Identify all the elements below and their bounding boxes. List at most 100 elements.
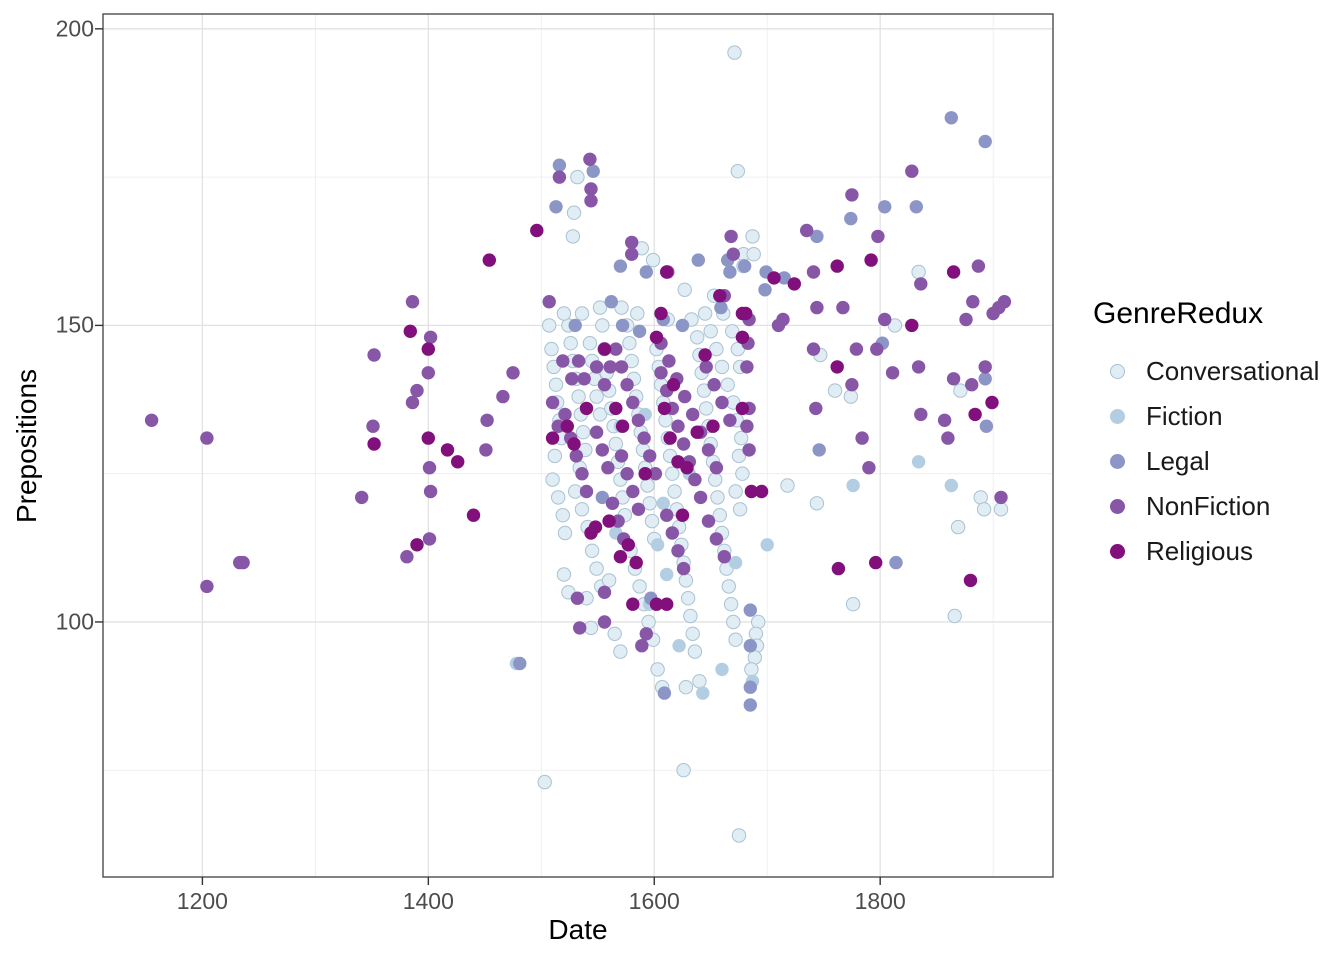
data-point-religious xyxy=(451,455,465,469)
data-point-conversational xyxy=(565,229,581,244)
data-point-conversational xyxy=(725,324,740,339)
data-point-nonfiction xyxy=(569,449,583,463)
data-point-nonfiction xyxy=(577,372,591,386)
data-point-religious xyxy=(713,289,727,303)
data-point-conversational xyxy=(703,324,718,339)
data-point-conversational xyxy=(887,318,903,333)
data-point-conversational xyxy=(642,496,657,511)
data-point-nonfiction xyxy=(573,621,587,635)
data-point-religious xyxy=(410,538,424,552)
data-point-nonfiction xyxy=(905,164,919,178)
data-point-nonfiction xyxy=(479,443,493,457)
data-point-religious xyxy=(666,378,681,392)
data-point-nonfiction xyxy=(914,407,928,422)
data-point-nonfiction xyxy=(589,360,604,374)
y-axis-title: Prepositions xyxy=(11,368,42,524)
y-tick-label: 200 xyxy=(55,15,94,42)
legend-title: GenreRedux xyxy=(1093,297,1264,330)
data-point-conversational xyxy=(542,318,557,333)
data-point-conversational xyxy=(953,383,968,398)
data-point-nonfiction xyxy=(800,223,814,238)
data-point-religious xyxy=(680,461,694,475)
legend-item-label: Conversational xyxy=(1146,356,1320,386)
data-point-nonfiction xyxy=(836,300,850,315)
data-point-conversational xyxy=(677,282,692,297)
data-point-nonfiction xyxy=(200,579,214,594)
data-point-conversational xyxy=(622,336,637,351)
data-point-nonfiction xyxy=(643,449,657,463)
legend: GenreRedux Conversational Fiction Legal Non… xyxy=(1093,297,1338,574)
data-point-conversational xyxy=(680,591,696,606)
data-point-nonfiction xyxy=(688,472,702,487)
data-point-nonfiction xyxy=(676,437,691,451)
data-point-legal xyxy=(844,211,858,226)
data-point-conversational xyxy=(615,490,630,505)
data-point-conversational xyxy=(601,573,617,588)
data-point-nonfiction xyxy=(726,247,740,261)
data-point-nonfiction xyxy=(723,413,737,427)
data-point-religious xyxy=(403,324,417,338)
data-point-religious xyxy=(985,395,999,410)
data-point-conversational xyxy=(667,484,682,499)
data-point-conversational xyxy=(692,674,707,689)
data-point-legal xyxy=(909,200,923,214)
data-point-religious xyxy=(754,484,769,499)
data-point-conversational xyxy=(574,502,590,517)
data-point-religious xyxy=(830,360,844,374)
data-point-conversational xyxy=(744,662,759,677)
data-point-nonfiction xyxy=(405,295,420,309)
data-point-nonfiction xyxy=(595,443,609,457)
data-point-nonfiction xyxy=(423,484,438,499)
x-tick-label: 1200 xyxy=(176,888,228,914)
data-point-nonfiction xyxy=(589,425,604,439)
panel-border xyxy=(102,13,1054,878)
data-point-nonfiction xyxy=(620,467,634,481)
data-point-nonfiction xyxy=(878,312,892,327)
data-point-nonfiction xyxy=(740,360,754,374)
data-point-religious xyxy=(609,401,623,416)
data-point-conversational xyxy=(589,389,604,404)
data-point-nonfiction xyxy=(871,229,885,244)
data-point-legal xyxy=(604,295,618,309)
legend-item-label: NonFiction xyxy=(1146,491,1271,521)
data-point-nonfiction xyxy=(405,395,420,410)
data-point-nonfiction xyxy=(648,467,663,481)
data-point-nonfiction xyxy=(355,490,369,505)
data-point-conversational xyxy=(678,680,694,695)
data-point-legal xyxy=(691,253,705,267)
legend-item-label: Legal xyxy=(1146,446,1210,476)
data-point-nonfiction xyxy=(422,532,437,546)
data-point-conversational xyxy=(644,513,660,529)
data-point-conversational xyxy=(697,306,713,321)
data-point-nonfiction xyxy=(676,561,691,576)
data-point-religious xyxy=(597,342,612,356)
data-point-religious xyxy=(905,318,919,333)
data-point-religious xyxy=(626,597,640,611)
data-point-nonfiction xyxy=(552,170,567,184)
data-point-religious xyxy=(767,271,781,285)
data-point-conversational xyxy=(613,644,628,659)
data-point-fiction xyxy=(760,538,774,552)
data-point-conversational xyxy=(950,519,966,535)
data-point-religious xyxy=(482,253,496,267)
data-point-conversational xyxy=(735,466,750,481)
data-point-conversational xyxy=(650,662,665,677)
data-point-fiction xyxy=(728,555,743,570)
data-point-religious xyxy=(660,265,674,279)
data-point-fiction xyxy=(696,686,710,700)
data-point-religious xyxy=(560,419,574,433)
data-point-nonfiction xyxy=(421,366,435,380)
data-point-nonfiction xyxy=(400,550,414,564)
legend-item-religious: Religious xyxy=(1093,529,1338,574)
data-point-nonfiction xyxy=(631,502,646,516)
data-point-nonfiction xyxy=(845,188,859,202)
data-point-conversational xyxy=(575,425,591,440)
data-point-religious xyxy=(698,348,712,362)
data-point-legal xyxy=(595,490,609,505)
data-point-nonfiction xyxy=(809,401,823,416)
data-point-religious xyxy=(869,555,883,570)
data-point-nonfiction xyxy=(671,419,685,433)
data-point-nonfiction xyxy=(558,407,572,422)
data-point-conversational xyxy=(608,436,623,452)
